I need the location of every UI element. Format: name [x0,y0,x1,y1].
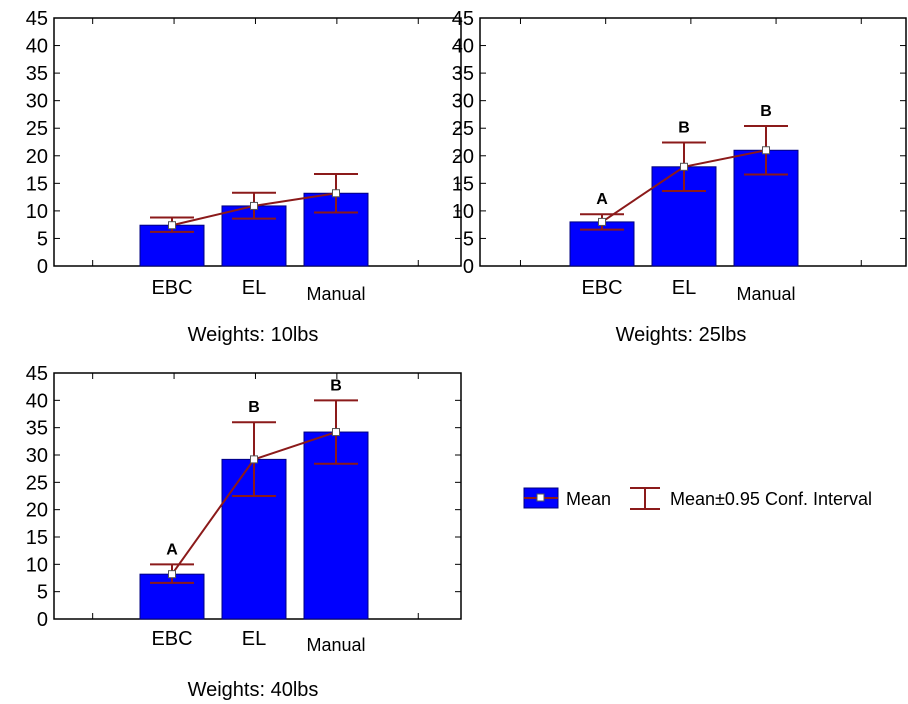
category-label: EL [672,277,696,299]
mean-marker [168,570,176,579]
y-tick-label: 5 [463,228,474,250]
mean-marker [680,162,688,171]
chart-panel: 0 5 10 15 20 25 30 35 40 45 A B B EBC EL Manual Weights:… [26,363,462,701]
y-tick-label: 30 [26,91,48,113]
y-tick-label: 25 [26,472,48,494]
chart-panel: 0 5 10 15 20 25 30 35 40 45 A B B EBC EL Manual Weights:… [452,8,907,346]
y-tick-label: 10 [26,201,48,223]
mean-marker [598,217,606,226]
y-tick-label: 10 [26,554,48,576]
category-label: EBC [151,628,192,650]
legend-mean-marker [536,493,545,502]
category-label: Manual [736,284,795,304]
chart-panel: 0 5 10 15 20 25 30 35 40 45 EBC EL Manual Weights: 10… [26,8,462,346]
panel-title: Weights: 25lbs [616,324,747,346]
y-tick-label: 25 [452,118,474,140]
panel-title: Weights: 40lbs [188,679,319,701]
group-label: B [678,120,690,137]
y-tick-label: 0 [37,256,48,278]
mean-marker [332,189,340,198]
y-tick-label: 35 [452,63,474,85]
category-label: EL [242,277,266,299]
y-tick-label: 40 [26,36,48,58]
y-tick-label: 30 [452,91,474,113]
y-tick-label: 45 [452,8,474,30]
y-tick-label: 40 [452,36,474,58]
group-label: A [166,541,178,558]
y-tick-label: 45 [26,8,48,30]
category-label: Manual [306,635,365,655]
category-label: EL [242,628,266,650]
y-tick-label: 0 [463,256,474,278]
group-label: B [760,103,772,120]
y-tick-label: 45 [26,363,48,385]
y-tick-label: 20 [26,146,48,168]
category-label: Manual [306,284,365,304]
y-tick-label: 25 [26,118,48,140]
legend-ci-label: Mean±0.95 Conf. Interval [670,489,872,509]
mean-marker [168,221,176,230]
y-tick-label: 5 [37,582,48,604]
y-tick-label: 30 [26,445,48,467]
mean-marker [250,455,258,464]
legend-mean-label: Mean [566,489,611,509]
legend: Mean Mean±0.95 Conf. Interval [523,487,872,510]
mean-marker [250,201,258,210]
y-tick-label: 5 [37,228,48,250]
y-tick-label: 15 [26,527,48,549]
y-tick-label: 15 [26,173,48,195]
panel-title: Weights: 10lbs [188,324,319,346]
group-label: B [248,399,260,416]
y-tick-label: 0 [37,609,48,631]
category-label: EBC [151,277,192,299]
y-tick-label: 20 [26,500,48,522]
y-tick-label: 35 [26,63,48,85]
mean-marker [762,146,770,155]
group-label: B [330,377,342,394]
y-tick-label: 15 [452,173,474,195]
group-label: A [596,191,608,208]
category-label: EBC [581,277,622,299]
mean-marker [332,428,340,437]
y-tick-label: 35 [26,418,48,440]
y-tick-label: 40 [26,390,48,412]
y-tick-label: 20 [452,146,474,168]
y-tick-label: 10 [452,201,474,223]
legend-ci-icon [630,487,660,510]
